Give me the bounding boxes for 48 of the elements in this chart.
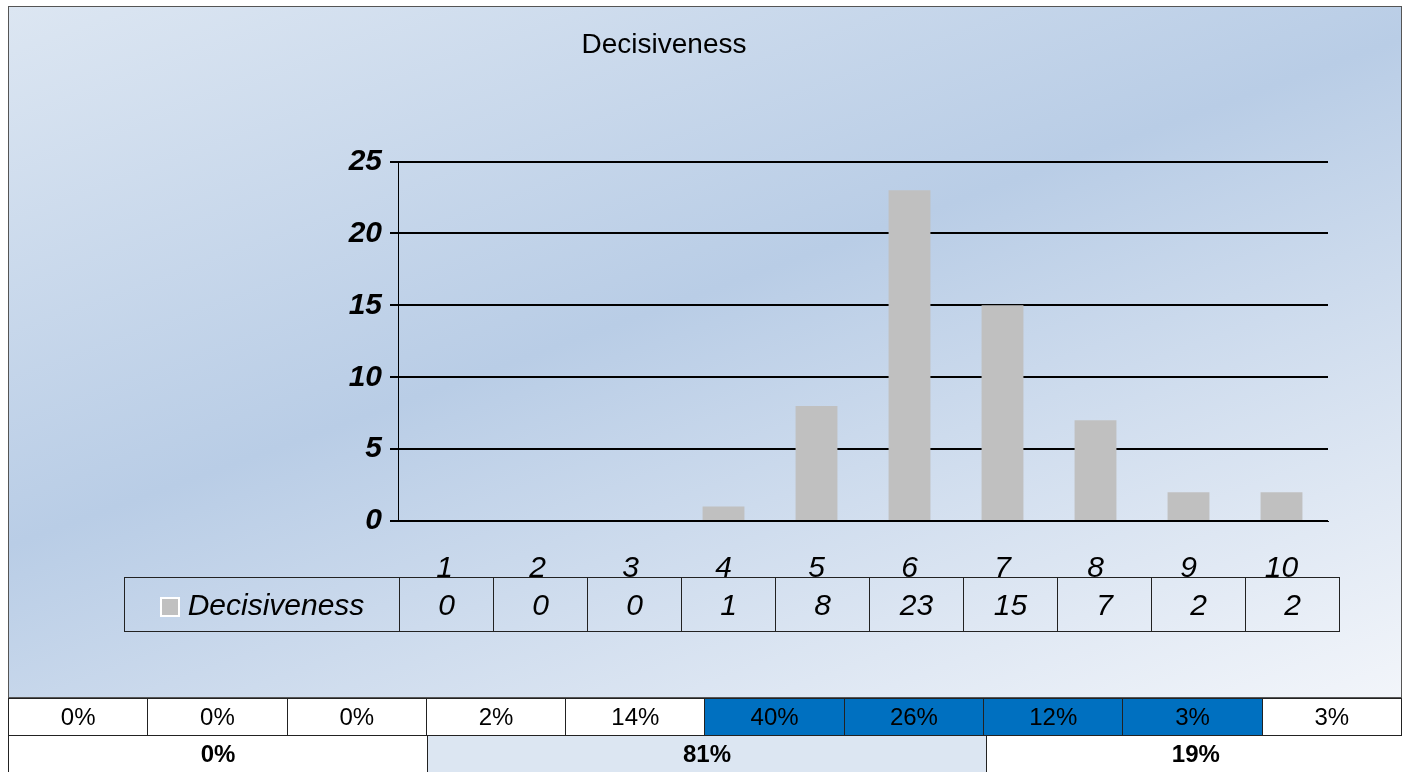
y-tick-label: 15 xyxy=(348,286,384,320)
y-tick-label: 20 xyxy=(347,214,383,248)
data-label: 15 xyxy=(993,587,1028,621)
x-tick-label: 5 xyxy=(808,550,826,584)
bar xyxy=(888,190,931,520)
x-tick-label: 8 xyxy=(1087,550,1105,584)
text: 0% xyxy=(147,698,288,736)
x-tick-label: 4 xyxy=(715,550,732,584)
data-label: 7 xyxy=(1096,587,1113,621)
y-tick-label: 25 xyxy=(347,142,384,176)
data-label: 8 xyxy=(814,587,831,621)
text: 81% xyxy=(427,735,987,772)
bar xyxy=(981,305,1024,520)
x-tick-label: 10 xyxy=(1264,550,1299,584)
y-tick-label: 0 xyxy=(365,502,383,536)
text: 12% xyxy=(983,698,1123,736)
text: 14% xyxy=(565,698,705,736)
text: 40% xyxy=(704,698,845,736)
x-tick-label: 1 xyxy=(436,550,453,584)
x-tick-label: 3 xyxy=(622,550,640,584)
y-tick-label: 5 xyxy=(365,430,384,464)
bar xyxy=(1167,492,1210,520)
text: 2% xyxy=(426,698,566,736)
data-label: 2 xyxy=(1284,587,1301,621)
chart-title: Decisiveness xyxy=(581,27,747,59)
x-tick-label: 7 xyxy=(994,550,1013,584)
data-label: 0 xyxy=(626,587,643,621)
data-label: 0 xyxy=(438,587,455,621)
bar xyxy=(702,506,745,520)
text: 26% xyxy=(844,698,984,736)
text: Decisiveness xyxy=(124,577,400,632)
x-tick-label: 9 xyxy=(1180,550,1198,584)
x-tick-label: 6 xyxy=(901,550,919,584)
text: 19% xyxy=(986,735,1402,772)
data-label: 0 xyxy=(532,587,549,621)
bar xyxy=(1074,420,1117,520)
data-label: 1 xyxy=(720,587,737,621)
bar xyxy=(795,405,838,520)
text: 3% xyxy=(1122,698,1263,736)
y-tick-label: 10 xyxy=(348,358,383,392)
text: 3% xyxy=(1262,698,1402,736)
data-label: 23 xyxy=(899,587,934,621)
text: 0% xyxy=(8,698,148,736)
text: 0% xyxy=(8,735,428,772)
text: 0% xyxy=(287,698,427,736)
x-tick-label: 2 xyxy=(528,550,547,584)
bar xyxy=(1260,492,1303,520)
data-label: 2 xyxy=(1190,587,1207,621)
